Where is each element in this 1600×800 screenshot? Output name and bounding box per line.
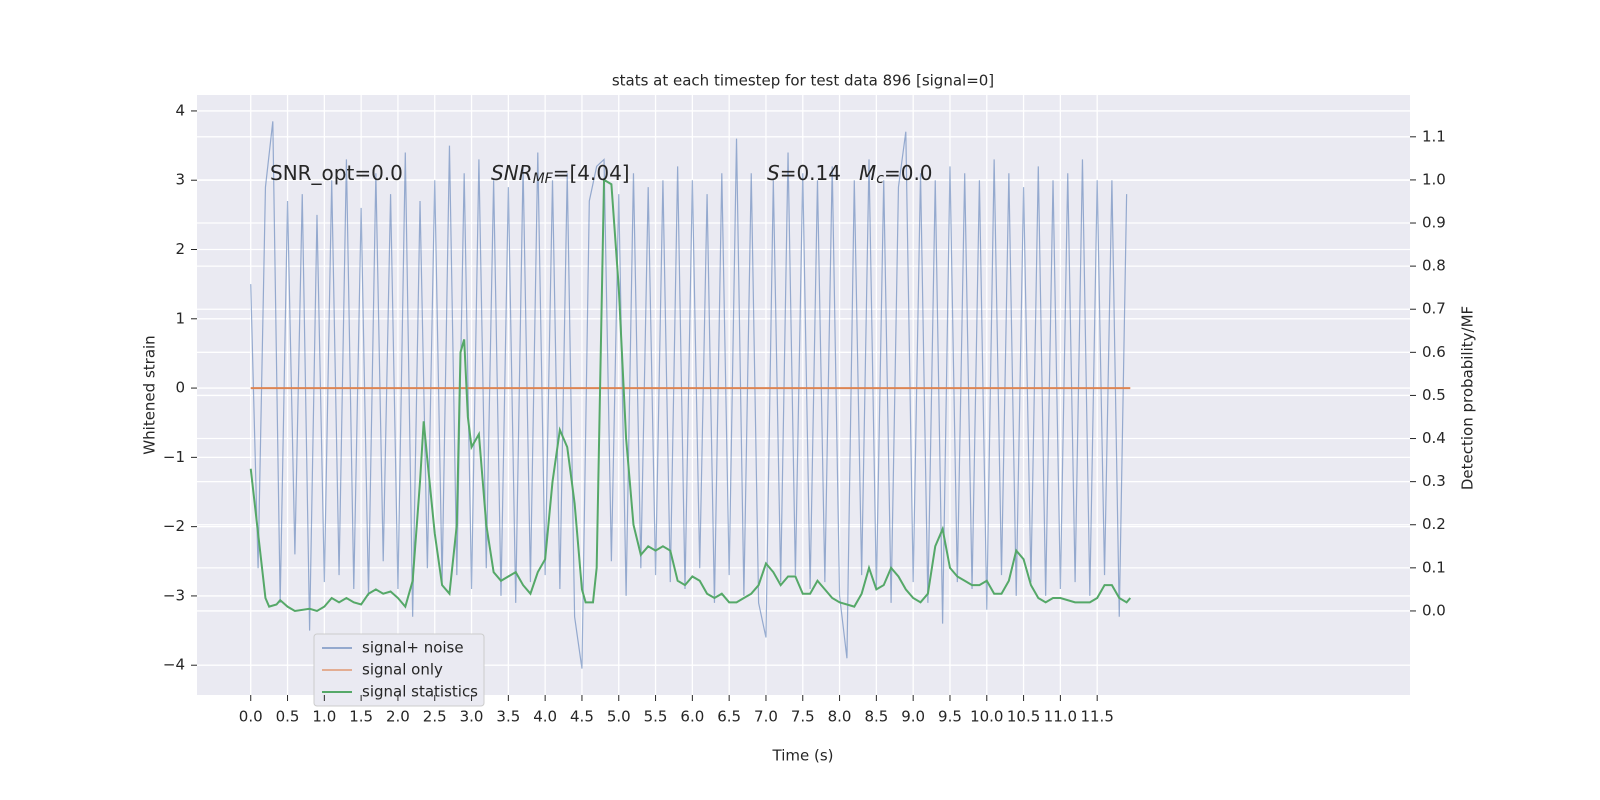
series-line <box>249 178 1132 613</box>
y2-axis-label: Detection probability/MF <box>1459 306 1477 490</box>
annotation: SNRMF=[4.04] <box>491 161 630 188</box>
x-tick-label: 7.0 <box>754 708 778 726</box>
annotation-text: S <box>767 161 780 185</box>
y-axis-label: Whitened strain <box>141 335 159 454</box>
y-tick-label: −1 <box>163 448 185 466</box>
y2-tick-label: 0.7 <box>1422 300 1446 318</box>
legend-label: signal only <box>362 661 443 679</box>
x-tick-label: 6.0 <box>680 708 704 726</box>
x-tick-label: 4.5 <box>570 708 594 726</box>
annotation-text: SNR <box>491 161 533 185</box>
x-tick-label: 2.5 <box>423 708 447 726</box>
x-tick-label: 10.0 <box>970 708 1003 726</box>
y-tick-label: 0 <box>175 379 185 397</box>
y2-tick-label: 0.0 <box>1422 601 1446 619</box>
y2-tick-label: 1.0 <box>1422 170 1446 188</box>
x-tick-label: 3.0 <box>460 708 484 726</box>
annotation-subscript: c <box>876 171 884 187</box>
annotation-text: M <box>859 161 876 185</box>
legend-label: signal+ noise <box>362 639 464 657</box>
chart-title: stats at each timestep for test data 896… <box>612 72 994 90</box>
y-tick-label: 2 <box>175 240 185 258</box>
lines <box>249 121 1132 669</box>
legend-label: signal statistics <box>362 683 478 701</box>
annotation: Mc=0.0 <box>859 161 933 188</box>
legend: signal+ noise signal only signal statistic… <box>313 633 485 707</box>
x-tick-label: 10.5 <box>1007 708 1040 726</box>
x-tick-label: 0.0 <box>239 708 263 726</box>
annotation-text: =0.0 <box>884 161 933 185</box>
x-tick-label: 1.0 <box>312 708 336 726</box>
x-tick-label: 7.5 <box>791 708 815 726</box>
x-tick-label: 8.5 <box>864 708 888 726</box>
annotation-text: SNR_opt=0.0 <box>270 161 403 185</box>
annotation-text: =0.14 <box>780 161 841 185</box>
y2-tick-label: 0.2 <box>1422 515 1446 533</box>
annotation-subscript: MF <box>533 171 554 187</box>
y2-tick-label: 0.4 <box>1422 429 1446 447</box>
annotation: SNR_opt=0.0 <box>270 161 403 185</box>
series-line <box>250 121 1128 669</box>
annotation-text: =[4.04] <box>553 161 630 185</box>
x-tick-label: 0.5 <box>276 708 300 726</box>
x-tick-label: 5.5 <box>644 708 668 726</box>
x-tick-label: 2.0 <box>386 708 410 726</box>
grid <box>197 95 1410 695</box>
x-axis-label: Time (s) <box>772 747 834 765</box>
legend-box <box>313 633 485 707</box>
y-tick-label: 3 <box>175 171 185 189</box>
x-tick-label: 1.5 <box>349 708 373 726</box>
y-tick-label: 1 <box>175 309 185 327</box>
y2-tick-label: 0.3 <box>1422 472 1446 490</box>
x-tick-label: 5.0 <box>607 708 631 726</box>
y-tick-label: −3 <box>163 586 185 604</box>
y-tick-label: −2 <box>163 517 185 535</box>
x-tick-label: 9.0 <box>901 708 925 726</box>
y2-tick-label: 0.9 <box>1422 214 1446 232</box>
y2-tick-label: 0.1 <box>1422 558 1446 576</box>
x-tick-label: 3.5 <box>496 708 520 726</box>
y2-tick-label: 0.8 <box>1422 257 1446 275</box>
x-tick-label: 11.0 <box>1044 708 1077 726</box>
x-tick-label: 6.5 <box>717 708 741 726</box>
y2-tick-label: 0.6 <box>1422 343 1446 361</box>
y-tick-label: 4 <box>175 101 185 119</box>
annotation: S=0.14 <box>767 161 841 185</box>
y-tick-label: −4 <box>163 656 185 674</box>
x-tick-label: 4.0 <box>533 708 557 726</box>
y2-tick-label: 0.5 <box>1422 386 1446 404</box>
x-tick-label: 9.5 <box>938 708 962 726</box>
x-tick-label: 11.5 <box>1080 708 1113 726</box>
y2-tick-label: 1.1 <box>1422 127 1446 145</box>
x-tick-label: 8.0 <box>828 708 852 726</box>
